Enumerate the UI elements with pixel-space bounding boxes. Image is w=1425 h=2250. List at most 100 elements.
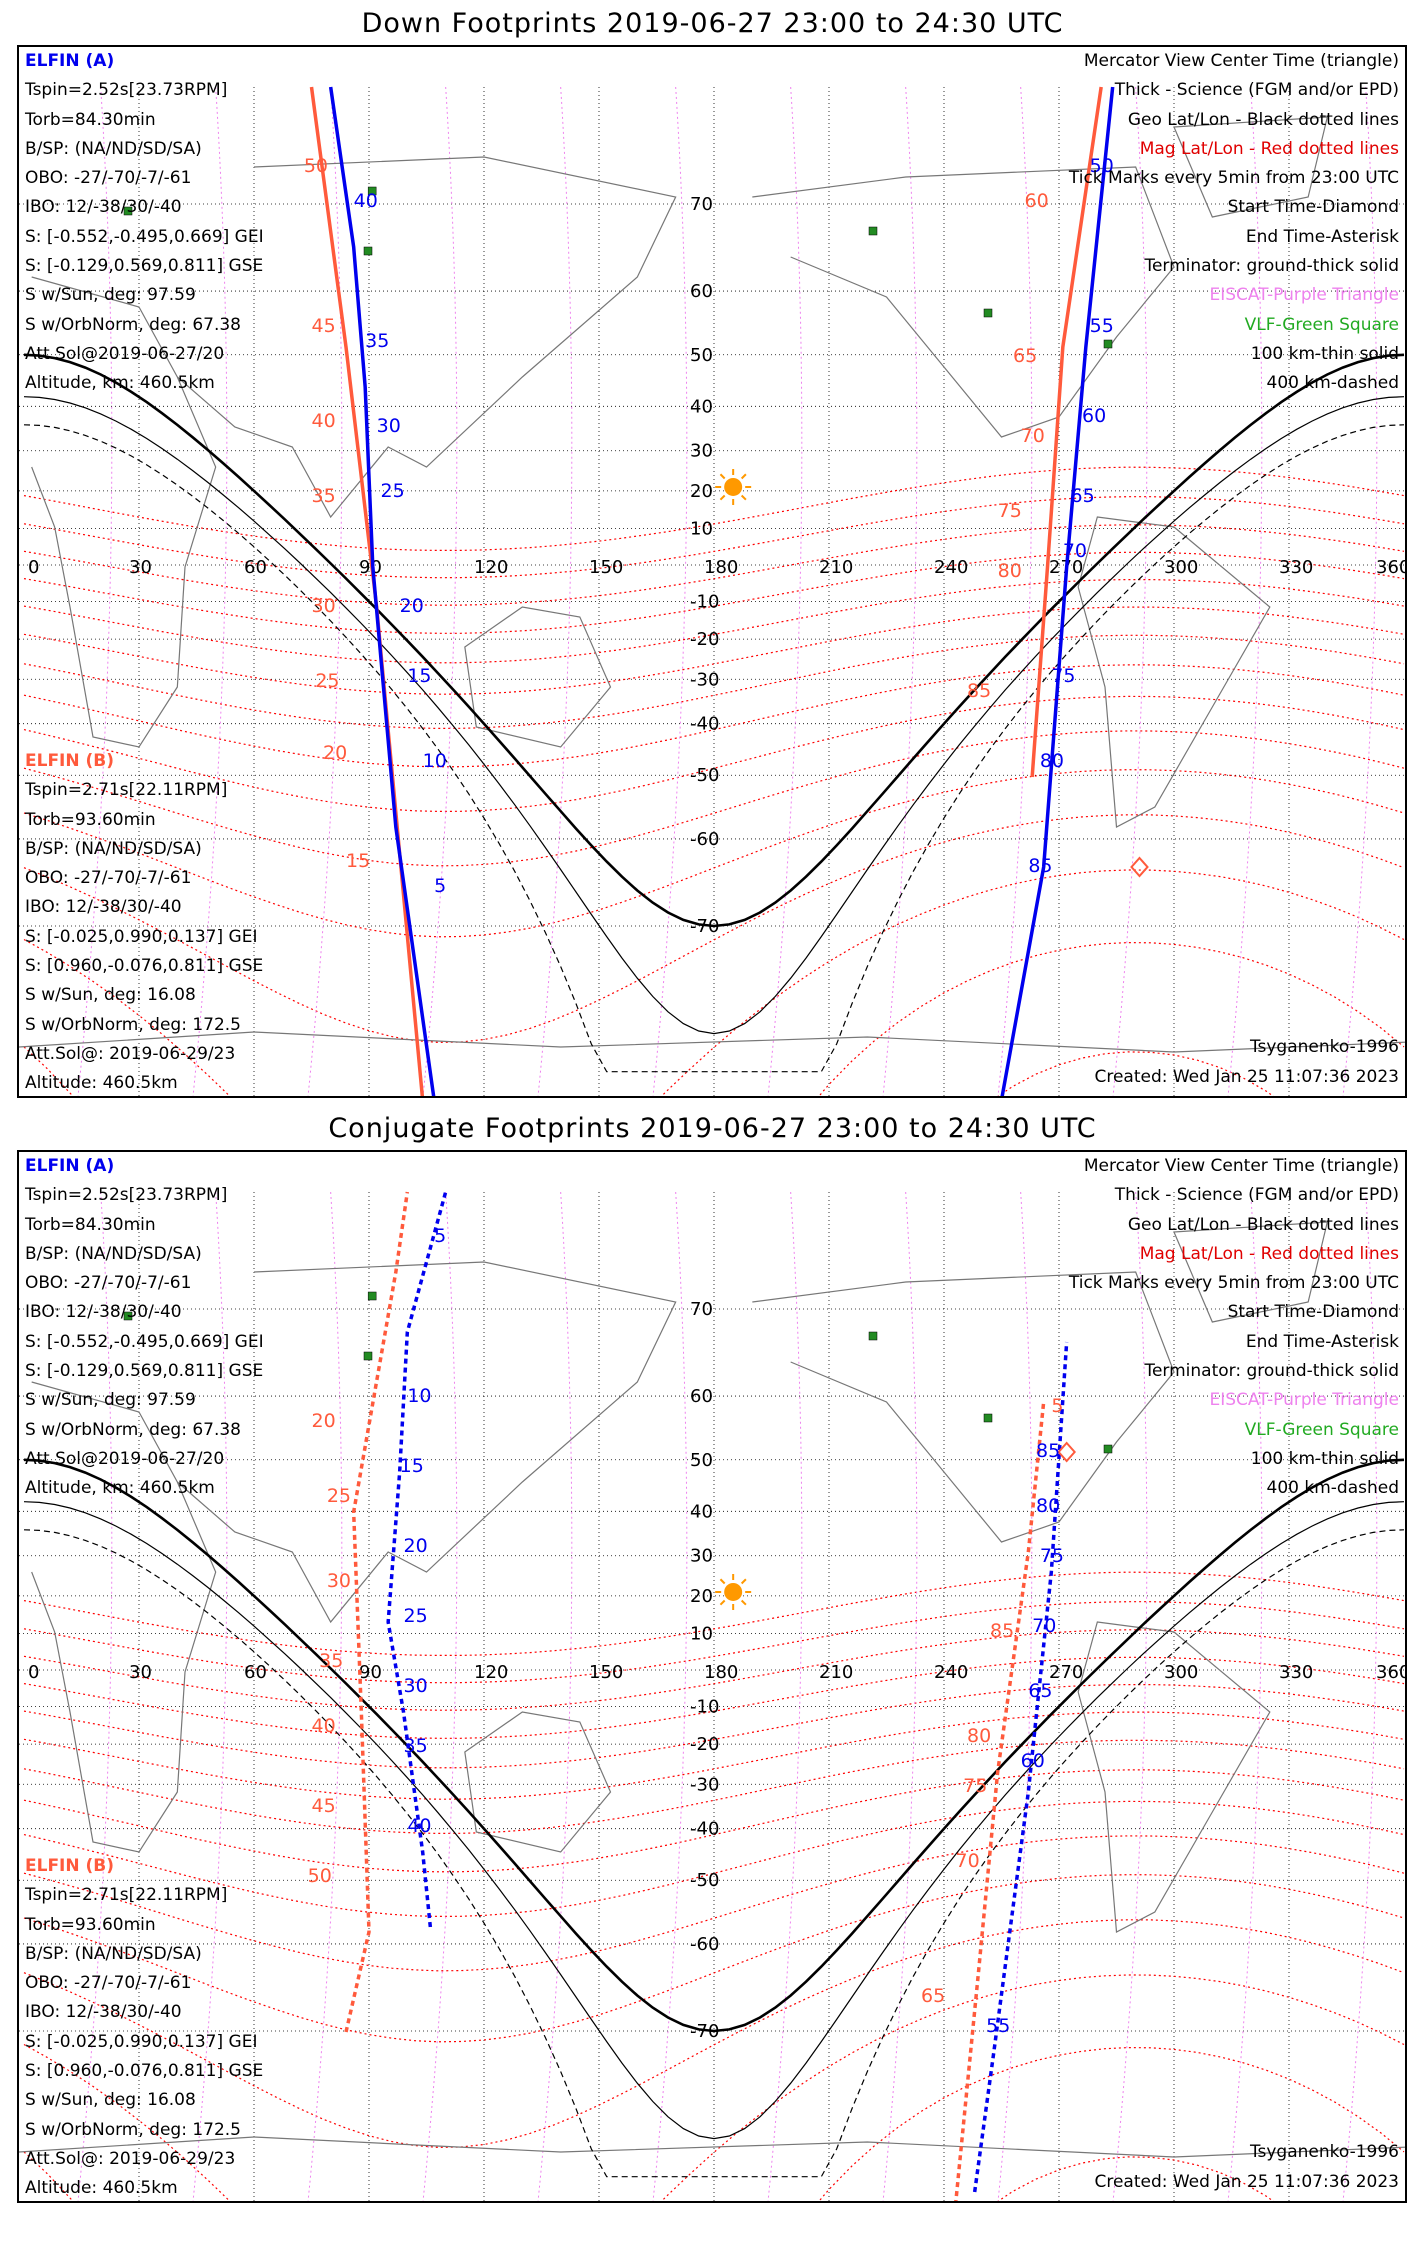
- elfin-b-tick-label: 60: [1025, 190, 1049, 212]
- model-label: Tsyganenko-1996: [1249, 2142, 1399, 2163]
- mag-parallel: [23, 579, 1405, 664]
- continent-shape: [31, 1381, 217, 1853]
- info-line: Att.Sol@: 2019-06-29/23: [25, 1043, 236, 1064]
- mag-meridian: [767, 86, 803, 1096]
- info-line: S w/Sun, deg: 16.08: [25, 985, 196, 1006]
- info-line: B/SP: (NA/ND/SD/SA): [25, 1943, 202, 1964]
- mag-meridian: [652, 86, 688, 1096]
- lon-tick-label: 30: [129, 557, 152, 578]
- elfin-b-track: [1030, 86, 1103, 778]
- sun-icon: [724, 477, 743, 496]
- elfin-a-tick-label: 60: [1021, 1750, 1045, 1772]
- elfin-a-info: ELFIN (A) Tspin=2.52s[23.73RPM] Torb=84.…: [25, 1152, 264, 1504]
- elfin-a-tick-label: 25: [404, 1605, 428, 1627]
- mag-parallel: [23, 869, 1405, 1096]
- footer-right-down: Tsyganenko-1996 Created: Wed Jan 25 11:0…: [1094, 1033, 1399, 1092]
- map-frame-conj: 0 30 60 90 120 150 180 210 240 270 300 330 360 70 60 50…: [17, 1150, 1407, 2203]
- mag-parallel: [23, 606, 1405, 695]
- elfin-a-tick-label: 20: [404, 1535, 428, 1557]
- lon-tick-label: 0: [28, 1662, 39, 1683]
- lat-tick-label: 10: [690, 519, 713, 540]
- legend-line: End Time-Asterisk: [1245, 226, 1399, 247]
- mag-meridian: [1112, 86, 1148, 1096]
- map-conj: 0 30 60 90 120 150 180 210 240 270 300 330 360 70 60 50…: [19, 1191, 1405, 2201]
- continents-outline: [19, 116, 1405, 1053]
- lat-tick-label: -50: [690, 1870, 719, 1891]
- vlf-square: [983, 1413, 993, 1423]
- lon-tick-label: 30: [129, 1662, 152, 1683]
- elfin-b-tick-label: 70: [1021, 425, 1045, 447]
- info-line: S w/OrbNorm, deg: 67.38: [25, 1419, 242, 1440]
- lat-tick-label: -20: [690, 1734, 719, 1755]
- legend-line: 100 km-thin solid: [1250, 1448, 1399, 1469]
- lat-tick-label: 10: [690, 1624, 713, 1645]
- lat-tick-label: 20: [690, 481, 713, 502]
- lat-tick-label: -50: [690, 765, 719, 786]
- info-line: Altitude, km: 460.5km: [25, 1478, 215, 1499]
- elfin-a-track: [1000, 86, 1115, 1096]
- elfin-b-tick-label: 80: [967, 1725, 991, 1747]
- continent-shape: [752, 166, 1175, 438]
- mag-meridian: [307, 1191, 343, 2201]
- elfin-b-info: ELFIN (B) Tspin=2.71s[22.11RPM] Torb=93.…: [25, 1852, 263, 2201]
- lon-tick-label: 90: [359, 1662, 382, 1683]
- vlf-square: [868, 1331, 878, 1341]
- legend-line: End Time-Asterisk: [1245, 1331, 1399, 1352]
- elfin-b-tick-label: 30: [312, 595, 336, 617]
- elfin-b-tick-label: 25: [315, 670, 339, 692]
- lat-tick-label: -30: [690, 1774, 719, 1795]
- lon-tick-label: 60: [244, 557, 267, 578]
- mag-meridian: [997, 86, 1033, 1096]
- sun-ray: [719, 494, 726, 501]
- info-line: S w/OrbNorm, deg: 67.38: [25, 314, 242, 335]
- vlf-square: [983, 308, 993, 318]
- info-line: Tspin=2.52s[23.73RPM]: [25, 80, 228, 101]
- mag-meridian: [1342, 1191, 1378, 2201]
- mag-parallel: [23, 814, 1405, 1044]
- lat-tick-label: 20: [690, 1586, 713, 1607]
- elfin-b-info: ELFIN (B) Tspin=2.71s[22.11RPM] Torb=93.…: [25, 747, 263, 1096]
- lon-tick-label: 210: [819, 1662, 853, 1683]
- lon-tick-label: 240: [934, 557, 968, 578]
- lat-tick-label: 30: [690, 1546, 713, 1567]
- sun-ray: [719, 1578, 726, 1585]
- info-line: OBO: -27/-70/-7/-61: [25, 168, 192, 189]
- start-diamond: [1130, 856, 1149, 878]
- elfin-a-tick-label: 25: [381, 480, 405, 502]
- mag-parallel: [23, 1684, 1405, 1769]
- lat-tick-label: -70: [690, 2021, 719, 2042]
- vlf-square: [367, 1291, 377, 1301]
- legend-conj: Mercator View Center Time (triangle) Thi…: [1069, 1152, 1399, 1504]
- terminator-ground: [23, 353, 1405, 928]
- elfin-b-tick-label: 45: [312, 1795, 336, 1817]
- info-line: Torb=84.30min: [25, 1214, 156, 1235]
- info-line: S: [-0.552,-0.495,0.669] GEI: [25, 226, 264, 247]
- legend-line: Start Time-Diamond: [1227, 197, 1399, 218]
- info-line: IBO: 12/-38/30/-40: [25, 2002, 182, 2023]
- created-label: Created: Wed Jan 25 11:07:36 2023: [1094, 2171, 1399, 2192]
- terminator-ground: [23, 1458, 1405, 2033]
- elfin-a-tick-label: 85: [1036, 1440, 1060, 1462]
- mag-meridian: [882, 1191, 918, 2201]
- info-line: Torb=93.60min: [25, 1914, 156, 1935]
- info-line: S w/Sun, deg: 97.59: [25, 285, 196, 306]
- info-line: S: [-0.129,0.569,0.811] GSE: [25, 1361, 264, 1382]
- elfin-a-tick-label: 80: [1036, 1495, 1060, 1517]
- mag-meridian: [192, 86, 228, 1096]
- start-diamond: [1057, 1441, 1077, 1463]
- sun-ray: [740, 473, 747, 480]
- mag-meridian: [537, 1191, 573, 2201]
- elfin-a-tick-label: 65: [1071, 485, 1095, 507]
- panel-title-conj: Conjugate Footprints 2019-06-27 23:00 to…: [328, 1113, 1097, 1144]
- mag-meridian: [77, 1191, 113, 2201]
- legend-line: Tick Marks every 5min from 23:00 UTC: [1068, 168, 1399, 189]
- elfin-a-tick-label: 15: [407, 665, 431, 687]
- info-line: OBO: -27/-70/-7/-61: [25, 1273, 192, 1294]
- vlf-square: [363, 246, 373, 256]
- sun-ray: [719, 473, 726, 480]
- lon-tick-label: 150: [589, 1662, 623, 1683]
- elfin-b-tick-label: 20: [323, 742, 347, 764]
- created-label: Created: Wed Jan 25 11:07:36 2023: [1094, 1066, 1399, 1087]
- info-line: Tspin=2.71s[22.11RPM]: [25, 1885, 228, 1906]
- mag-parallel: [23, 1769, 1405, 1873]
